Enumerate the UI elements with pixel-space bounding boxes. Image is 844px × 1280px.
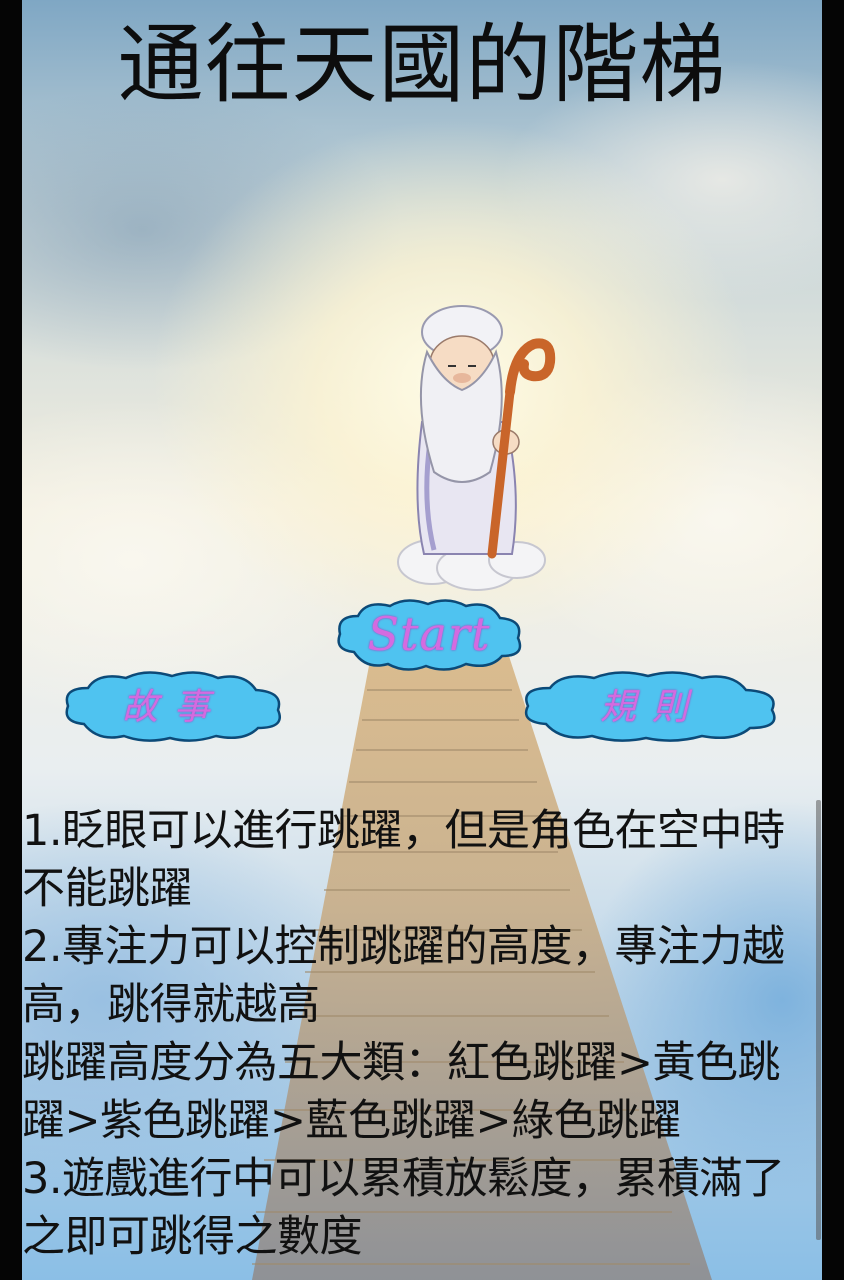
rules-text-panel[interactable]: 1.眨眼可以進行跳躍，但是角色在空中時不能跳躍 2.專注力可以控制跳躍的高度，專… [22, 802, 814, 1280]
start-button-label: Start [367, 607, 491, 661]
story-button[interactable]: 故事 [58, 664, 290, 744]
rules-scrollbar[interactable] [816, 800, 821, 1240]
game-screen: 通往天國的階梯 Start [22, 0, 822, 1280]
cloud-icon [337, 599, 522, 671]
game-title: 通往天國的階梯 [117, 15, 727, 115]
sage-character [397, 305, 556, 591]
start-button[interactable]: Start [330, 594, 528, 674]
cloud-icon [524, 671, 776, 742]
rules-button-label: 規則 [599, 687, 704, 728]
rules-button[interactable]: 規則 [516, 664, 788, 744]
rule-item: 1.眨眼可以進行跳躍，但是角色在空中時不能跳躍 [22, 806, 785, 914]
rule-item: 跳躍高度分為五大類：紅色跳躍>黃色跳躍>紫色跳躍>藍色跳躍>綠色跳躍 [22, 1038, 781, 1146]
cloud-icon [65, 671, 281, 742]
staircase-background [252, 650, 712, 1280]
rule-item: 2.專注力可以控制跳躍的高度，專注力越高，跳得就越高 [22, 922, 785, 1030]
story-button-label: 故事 [121, 687, 226, 728]
rule-item: 3.遊戲進行中可以累積放鬆度，累積滿了之即可跳得之數度 [22, 1154, 785, 1262]
